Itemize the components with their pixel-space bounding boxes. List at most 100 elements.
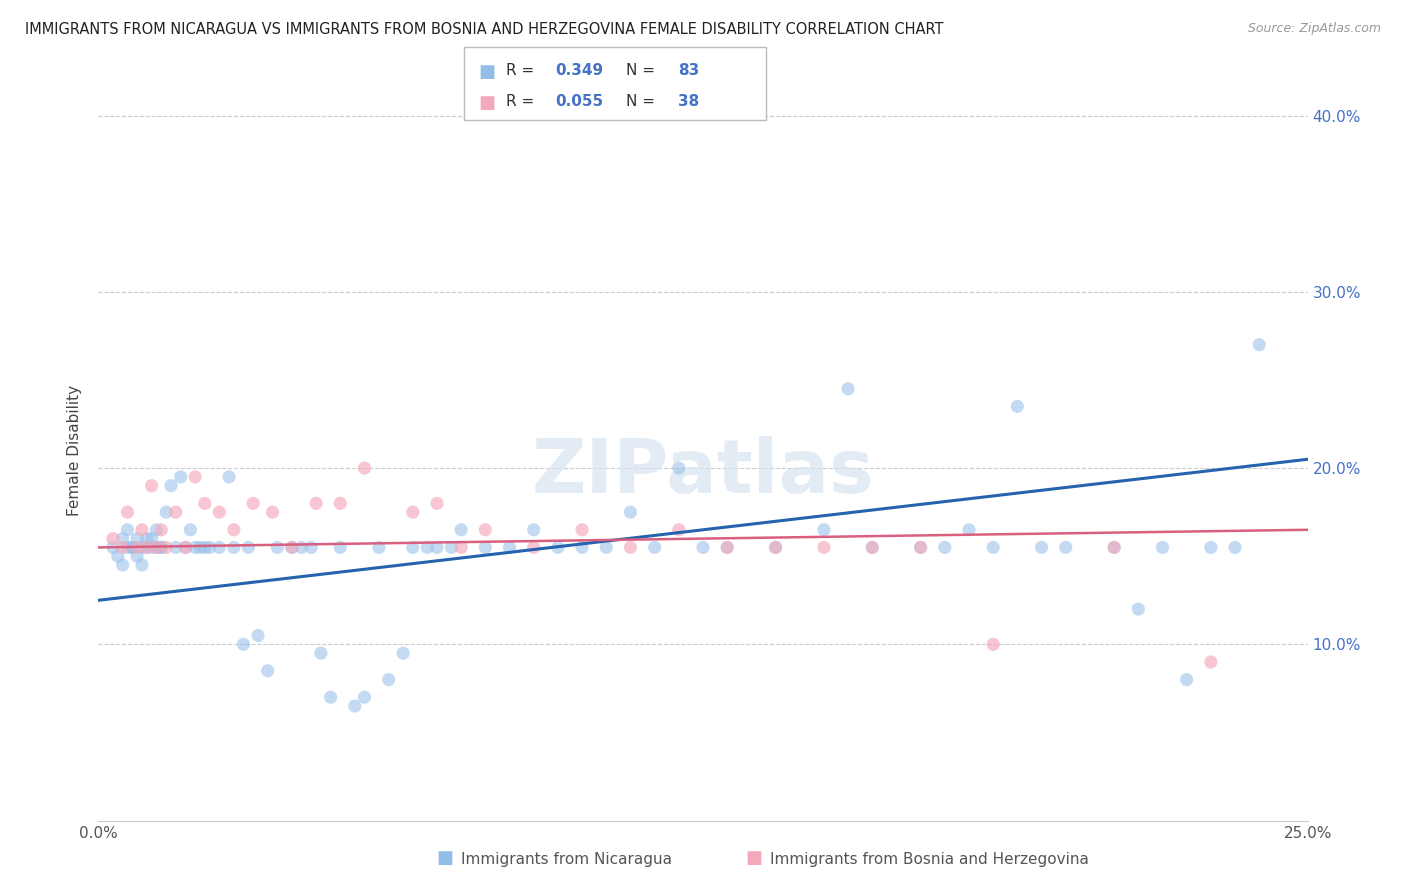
Point <box>981 637 1004 651</box>
Point <box>247 628 270 642</box>
Text: 83: 83 <box>678 63 699 78</box>
Point <box>155 541 177 555</box>
Point <box>111 532 134 546</box>
Point <box>111 558 134 572</box>
Point <box>222 523 245 537</box>
Text: 38: 38 <box>678 94 699 109</box>
Text: 0.055: 0.055 <box>555 94 603 109</box>
Point <box>281 541 304 555</box>
Point <box>121 541 143 555</box>
Point <box>184 541 207 555</box>
Point <box>837 382 859 396</box>
Point <box>242 496 264 510</box>
Point <box>117 523 139 537</box>
Point <box>1102 541 1125 555</box>
Point <box>644 541 666 555</box>
Point <box>765 541 787 555</box>
Point <box>329 496 352 510</box>
Point <box>1223 541 1246 555</box>
Text: R =: R = <box>506 63 540 78</box>
Point <box>131 541 153 555</box>
Point <box>765 541 787 555</box>
Point <box>184 470 207 484</box>
Point <box>131 558 153 572</box>
Point <box>232 637 254 651</box>
Point <box>266 541 288 555</box>
Point <box>547 541 569 555</box>
Point <box>131 523 153 537</box>
Text: ■: ■ <box>478 63 495 81</box>
Point <box>1007 400 1029 414</box>
Point <box>692 541 714 555</box>
Point <box>135 541 157 555</box>
Point <box>155 505 177 519</box>
Point <box>198 541 221 555</box>
Text: Source: ZipAtlas.com: Source: ZipAtlas.com <box>1247 22 1381 36</box>
Point <box>813 541 835 555</box>
Point <box>813 523 835 537</box>
Point <box>262 505 284 519</box>
Point <box>305 496 328 510</box>
Point <box>619 505 641 519</box>
Point <box>860 541 883 555</box>
Point <box>450 541 472 555</box>
Point <box>440 541 463 555</box>
Point <box>179 523 201 537</box>
Point <box>523 541 546 555</box>
Point <box>343 699 366 714</box>
Point <box>299 541 322 555</box>
Point <box>934 541 956 555</box>
Text: Immigrants from Nicaragua: Immigrants from Nicaragua <box>461 852 672 867</box>
Point <box>353 690 375 705</box>
Point <box>523 523 546 537</box>
Point <box>150 541 173 555</box>
Point <box>194 496 217 510</box>
Point <box>127 532 149 546</box>
Text: ■: ■ <box>478 94 495 112</box>
Text: IMMIGRANTS FROM NICARAGUA VS IMMIGRANTS FROM BOSNIA AND HERZEGOVINA FEMALE DISAB: IMMIGRANTS FROM NICARAGUA VS IMMIGRANTS … <box>25 22 943 37</box>
Point <box>571 523 593 537</box>
Point <box>426 496 449 510</box>
Point <box>1199 655 1222 669</box>
Point <box>160 479 183 493</box>
Point <box>474 541 496 555</box>
Point <box>910 541 932 555</box>
Point <box>174 541 197 555</box>
Point <box>145 541 167 555</box>
Point <box>450 523 472 537</box>
Point <box>150 541 173 555</box>
Point <box>135 541 157 555</box>
Point <box>188 541 211 555</box>
Point <box>619 541 641 555</box>
Point <box>208 505 231 519</box>
Point <box>571 541 593 555</box>
Point <box>141 541 163 555</box>
Point <box>1102 541 1125 555</box>
Point <box>1054 541 1077 555</box>
Point <box>474 523 496 537</box>
Text: ZIPatlas: ZIPatlas <box>531 436 875 509</box>
Point <box>595 541 617 555</box>
Point <box>194 541 217 555</box>
Point <box>117 541 139 555</box>
Point <box>256 664 278 678</box>
Point <box>668 461 690 475</box>
Text: R =: R = <box>506 94 540 109</box>
Point <box>135 532 157 546</box>
Point <box>127 549 149 564</box>
Point <box>716 541 738 555</box>
Point <box>107 549 129 564</box>
Point <box>165 541 187 555</box>
Point <box>1249 337 1271 351</box>
Point <box>368 541 391 555</box>
Point <box>402 541 425 555</box>
Point <box>145 523 167 537</box>
Point <box>392 646 415 660</box>
Point <box>319 690 342 705</box>
Point <box>238 541 260 555</box>
Point <box>174 541 197 555</box>
Point <box>981 541 1004 555</box>
Point <box>860 541 883 555</box>
Point <box>145 541 167 555</box>
Point <box>141 532 163 546</box>
